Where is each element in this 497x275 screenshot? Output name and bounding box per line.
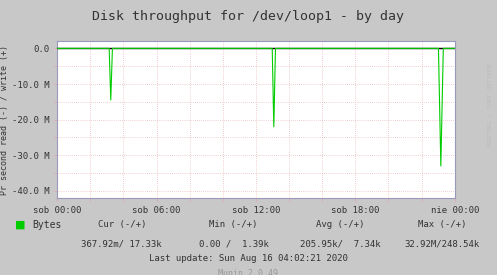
- Text: Min (-/+): Min (-/+): [209, 220, 258, 229]
- Text: Bytes: Bytes: [32, 220, 62, 230]
- Text: Cur (-/+): Cur (-/+): [97, 220, 146, 229]
- Text: Max (-/+): Max (-/+): [418, 220, 467, 229]
- Text: 0.00 /  1.39k: 0.00 / 1.39k: [199, 239, 268, 248]
- Text: Disk throughput for /dev/loop1 - by day: Disk throughput for /dev/loop1 - by day: [92, 10, 405, 23]
- Text: Munin 2.0.49: Munin 2.0.49: [219, 269, 278, 275]
- Text: RRDTOOL / TOBI OETIKER: RRDTOOL / TOBI OETIKER: [487, 63, 492, 146]
- Text: Last update: Sun Aug 16 04:02:21 2020: Last update: Sun Aug 16 04:02:21 2020: [149, 254, 348, 263]
- Text: Avg (-/+): Avg (-/+): [316, 220, 365, 229]
- Text: 205.95k/  7.34k: 205.95k/ 7.34k: [300, 239, 381, 248]
- Y-axis label: Pr second read (-) / write (+): Pr second read (-) / write (+): [0, 45, 9, 195]
- Text: ■: ■: [15, 220, 25, 230]
- Text: 32.92M/248.54k: 32.92M/248.54k: [405, 239, 480, 248]
- Text: 367.92m/ 17.33k: 367.92m/ 17.33k: [82, 239, 162, 248]
